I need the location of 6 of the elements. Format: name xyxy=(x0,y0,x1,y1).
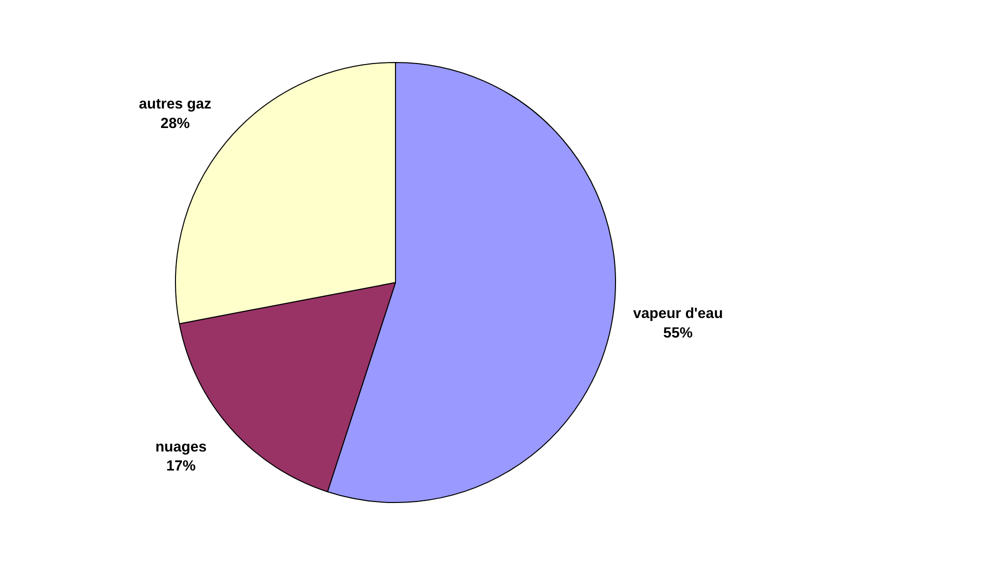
data-label: 55% xyxy=(663,325,693,342)
data-label: 17% xyxy=(166,458,196,475)
data-label: 28% xyxy=(160,116,190,132)
slice-label: nuages xyxy=(155,439,207,456)
slice-label: vapeur d'eau xyxy=(633,306,723,322)
slice-label: autres gaz xyxy=(138,96,212,113)
